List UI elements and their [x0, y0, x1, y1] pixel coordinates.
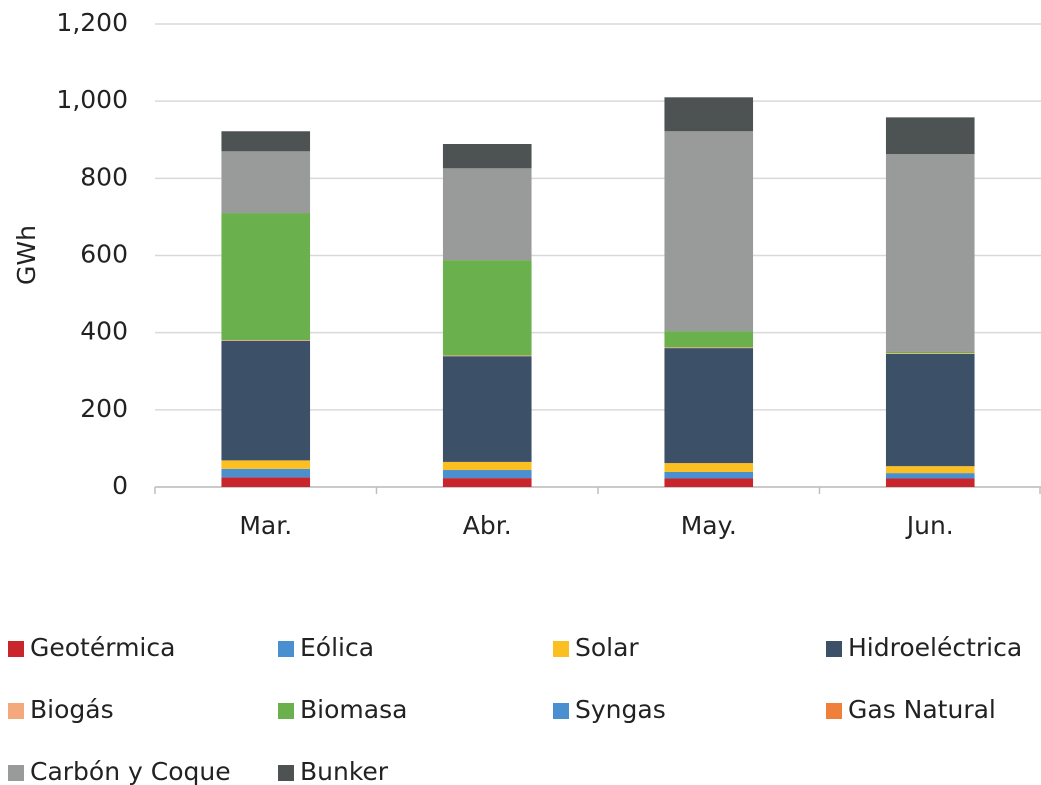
- bar-segment: [443, 356, 532, 462]
- bar-segment: [664, 463, 753, 472]
- bar-segment: [886, 479, 975, 487]
- x-tick-label: Mar.: [239, 511, 292, 540]
- bar-segment: [221, 213, 310, 340]
- bar-segment: [221, 341, 310, 461]
- bar-segment: [221, 469, 310, 477]
- bar-segment: [664, 479, 753, 487]
- legend-label: Gas Natural: [848, 695, 996, 724]
- x-tick-label: Jun.: [905, 511, 954, 540]
- legend-swatch: [278, 703, 294, 719]
- legend-swatch: [826, 641, 842, 657]
- y-axis-label: GWh: [12, 225, 41, 285]
- y-tick-label: 0: [112, 471, 128, 500]
- legend-swatch: [8, 765, 24, 781]
- bar-segment: [886, 352, 975, 353]
- bar-segment: [886, 354, 975, 466]
- bar-segment: [221, 151, 310, 213]
- bar-segment: [443, 168, 532, 260]
- legend-label: Bunker: [300, 757, 389, 785]
- bar-segment: [221, 340, 310, 341]
- y-tick-label: 600: [80, 240, 128, 269]
- bar-segment: [443, 144, 532, 168]
- legend-label: Solar: [575, 633, 639, 662]
- legend-swatch: [553, 641, 569, 657]
- bar-segment: [664, 472, 753, 479]
- legend-label: Biogás: [30, 695, 114, 724]
- chart: GWh 0 200 400 600 800 1,000 1,200 Mar. Abr. May. J…: [0, 0, 1041, 785]
- bar-segment: [886, 117, 975, 154]
- bar-segment: [886, 353, 975, 354]
- bar-segment: [664, 131, 753, 331]
- y-tick-label: 800: [80, 162, 128, 191]
- legend-swatch: [278, 765, 294, 781]
- bar-segment: [443, 260, 532, 355]
- bar-segment: [443, 462, 532, 470]
- legend-label: Geotérmica: [30, 633, 175, 662]
- legend-label: Hidroeléctrica: [848, 633, 1022, 662]
- bar-segment: [886, 473, 975, 478]
- bar-segment: [664, 331, 753, 347]
- x-tick-label: Abr.: [463, 511, 512, 540]
- legend-label: Eólica: [300, 633, 374, 662]
- bar-segment: [221, 460, 310, 468]
- bar-segment: [664, 97, 753, 131]
- bar-segment: [664, 348, 753, 463]
- bar-segment: [886, 466, 975, 473]
- y-tick-label: 400: [80, 317, 128, 346]
- legend-swatch: [8, 641, 24, 657]
- y-tick-label: 200: [80, 394, 128, 423]
- bar-segment: [221, 477, 310, 487]
- legend-swatch: [278, 641, 294, 657]
- legend-label: Biomasa: [300, 695, 407, 724]
- y-tick-label: 1,200: [56, 8, 128, 37]
- legend-label: Carbón y Coque: [30, 757, 231, 785]
- legend-label: Syngas: [575, 695, 666, 724]
- bar-segment: [443, 470, 532, 478]
- legend-swatch: [8, 703, 24, 719]
- x-tick-label: May.: [681, 511, 737, 540]
- legend-swatch: [826, 703, 842, 719]
- legend-swatch: [553, 703, 569, 719]
- bar-segment: [221, 131, 310, 151]
- y-tick-label: 1,000: [56, 85, 128, 114]
- bar-segment: [664, 347, 753, 348]
- bar-segment: [443, 478, 532, 487]
- bar-segment: [443, 355, 532, 356]
- bar-segment: [886, 154, 975, 352]
